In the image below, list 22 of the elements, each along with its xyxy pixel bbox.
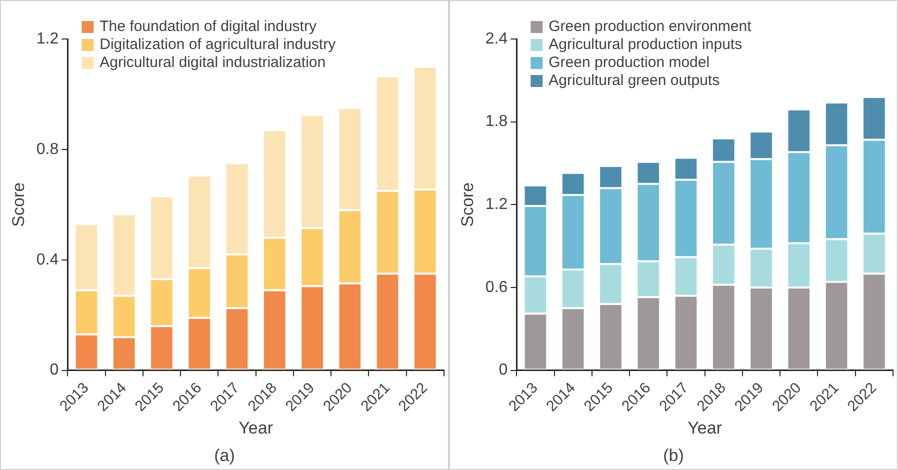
y-tick-label: 0.6: [485, 278, 508, 296]
legend-label: Agricultural production inputs: [548, 36, 742, 54]
y-tick-label: 0: [498, 362, 508, 379]
y-tick-label: 0.8: [36, 140, 59, 158]
text: (a): [214, 446, 235, 466]
y-tick-label: 2.4: [485, 30, 508, 48]
x-axis-title: Year: [238, 418, 274, 438]
y-tick-label: 1.8: [485, 113, 508, 130]
y-tick-label: 1.2: [485, 196, 508, 214]
legend-label: Agricultural green outputs: [548, 72, 720, 90]
x-axis-title: Year: [688, 418, 722, 438]
text: (b): [663, 446, 684, 466]
y-tick-label: 0.4: [36, 251, 59, 268]
y-tick-label: 1.2: [36, 30, 59, 48]
legend-label: Green production model: [548, 54, 710, 72]
y-tick-label: 0: [50, 362, 59, 379]
legend-label: Green production environment: [548, 18, 752, 36]
y-axis-title: Score: [8, 182, 28, 227]
legend-label: Agricultural digital industrialization: [100, 54, 326, 72]
legend-label: Digitalization of agricultural industry: [100, 36, 336, 54]
y-axis-title: Score: [458, 182, 477, 227]
legend-label: The foundation of digital industry: [100, 18, 317, 36]
